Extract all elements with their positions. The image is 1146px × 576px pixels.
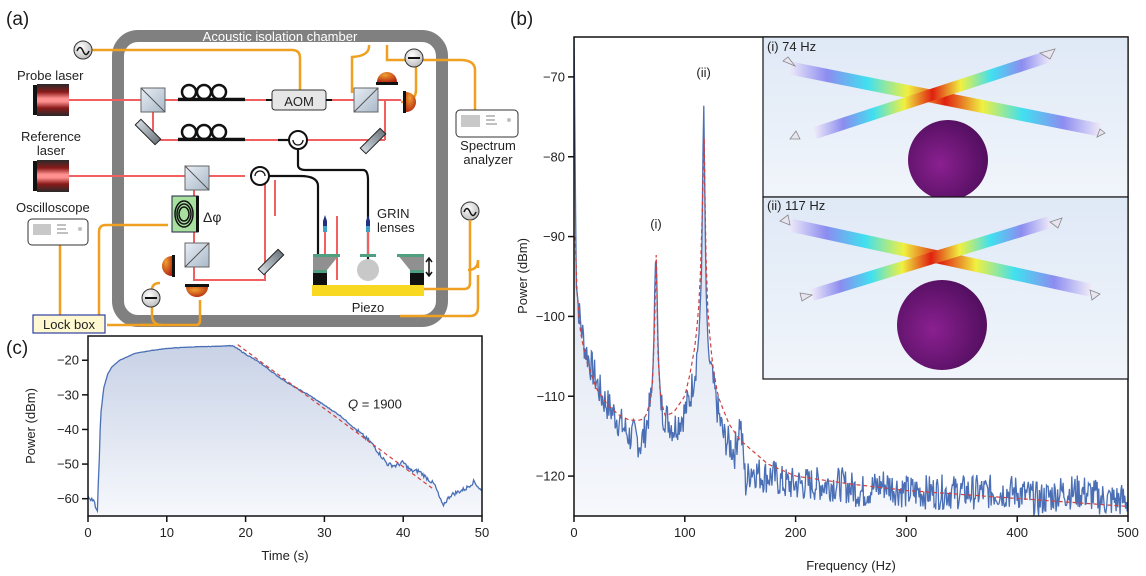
chart-b-ytick-label: −120 <box>536 469 565 484</box>
photodetectors <box>162 72 416 297</box>
resonator-mount <box>313 254 433 285</box>
inset-mode-ii: (ii) 117 Hz <box>762 196 1129 380</box>
chart-c-xtick-label: 0 <box>84 525 91 540</box>
chart-b-area-fill <box>574 37 1128 516</box>
phase-shifter <box>171 195 199 233</box>
subtractor-icon-bottom <box>141 288 161 308</box>
inset-mode-i: (i) 74 Hz <box>762 36 1129 200</box>
chart-b-ytick-label: −80 <box>543 149 565 164</box>
chart-c-ytick-label: −30 <box>57 387 79 402</box>
reference-laser-device <box>33 160 69 192</box>
lock-box <box>32 314 106 334</box>
chart-b: 0 100 200 300 400 500 −120 −110 −100 −90 −80 −70 (i)… <box>515 36 1139 573</box>
grin-label-line2: lenses <box>377 220 415 235</box>
fiber-circulator-1 <box>288 130 308 150</box>
oscilloscope-label: Oscilloscope <box>16 200 90 215</box>
chart-c-frame <box>87 335 483 517</box>
chart-b-xlabel: Frequency (Hz) <box>806 558 896 573</box>
signal-generator-icon-right <box>460 201 480 221</box>
chart-c-ytick-label: −40 <box>57 422 79 437</box>
chart-b-ytick-label: −90 <box>543 229 565 244</box>
chart-c-annotation: Q = 1900 <box>348 397 402 412</box>
piezo <box>312 285 424 296</box>
panel-label-b: (b) <box>510 9 533 30</box>
chart-c-xtick-label: 50 <box>475 525 489 540</box>
chart-b-series-1-fit <box>574 137 1128 507</box>
chart-b-ytick-label: −100 <box>536 309 565 324</box>
chart-b-xtick-label: 400 <box>1006 525 1028 540</box>
signal-generator-icon <box>73 40 93 60</box>
panel-label-a: (a) <box>6 9 29 30</box>
chart-b-series-0-line <box>574 37 1128 516</box>
aom-device <box>266 89 332 111</box>
aom-label: AOM <box>284 94 314 109</box>
inset-ii-label: (ii) 117 Hz <box>767 198 825 213</box>
chart-c-ytick-label: −20 <box>57 353 79 368</box>
spectrum-analyzer-label-line2: analyzer <box>463 152 513 167</box>
chart-b-xtick-label: 500 <box>1117 525 1139 540</box>
chamber-label: Acoustic isolation chamber <box>203 29 358 44</box>
chart-c: 0 10 20 30 40 50 −60 −50 −40 −30 −20 Q = 1900 Time … <box>23 335 489 563</box>
probe-laser-label: Probe laser <box>17 68 84 83</box>
chart-c-ytick-label: −60 <box>57 491 79 506</box>
chart-b-ytick-label: −110 <box>537 389 565 404</box>
chart-c-xlabel: Time (s) <box>261 548 308 563</box>
chart-c-xtick-label: 30 <box>317 525 331 540</box>
chart-c-series-0-line <box>88 344 482 514</box>
chart-b-xtick-label: 200 <box>785 525 807 540</box>
grin-label-line1: GRIN <box>377 206 410 221</box>
chart-b-annotation: (i) <box>650 217 662 232</box>
spectrum-analyzer-icon <box>455 109 519 138</box>
chart-b-annotation: (ii) <box>696 65 710 80</box>
piezo-label: Piezo <box>352 300 385 315</box>
beam-splitters <box>140 87 379 268</box>
mode-shape-render-i <box>782 48 1106 200</box>
chart-c-xtick-label: 40 <box>396 525 410 540</box>
phase-shifter-label: Δφ <box>203 209 221 225</box>
subtractor-icon-top <box>404 48 424 68</box>
reference-laser-label-line1: Reference <box>21 129 81 144</box>
spectrum-analyzer-label-line1: Spectrum <box>460 138 516 153</box>
mirrors <box>134 118 387 276</box>
probe-laser-device <box>33 84 69 116</box>
chart-b-xtick-label: 300 <box>896 525 918 540</box>
fiber-circulator-2 <box>250 166 270 186</box>
chart-b-xtick-label: 100 <box>674 525 696 540</box>
chart-b-xtick-label: 0 <box>570 525 577 540</box>
reference-laser-label-line2: laser <box>37 143 66 158</box>
chart-c-ylabel: Power (dBm) <box>23 388 38 464</box>
oscilloscope-icon <box>27 218 89 246</box>
chart-b-ylabel: Power (dBm) <box>515 238 530 314</box>
chart-b-ytick-label: −70 <box>543 69 565 84</box>
acoustic-isolation-chamber <box>112 30 448 327</box>
panel-label-c: (c) <box>6 338 28 359</box>
chart-c-area-fill <box>88 345 482 516</box>
mode-shape-render-ii <box>779 214 1101 370</box>
chart-c-xtick-label: 10 <box>160 525 174 540</box>
lock-box-label: Lock box <box>43 317 96 332</box>
chart-c-series-1-fit <box>237 344 436 491</box>
fiber-coils <box>178 83 245 141</box>
chart-c-xtick-label: 20 <box>238 525 252 540</box>
chart-c-ytick-label: −50 <box>57 457 79 472</box>
inset-i-label: (i) 74 Hz <box>767 39 816 54</box>
grin-lenses <box>323 215 370 254</box>
setup-diagram: Acoustic isolation chamber <box>16 29 519 334</box>
